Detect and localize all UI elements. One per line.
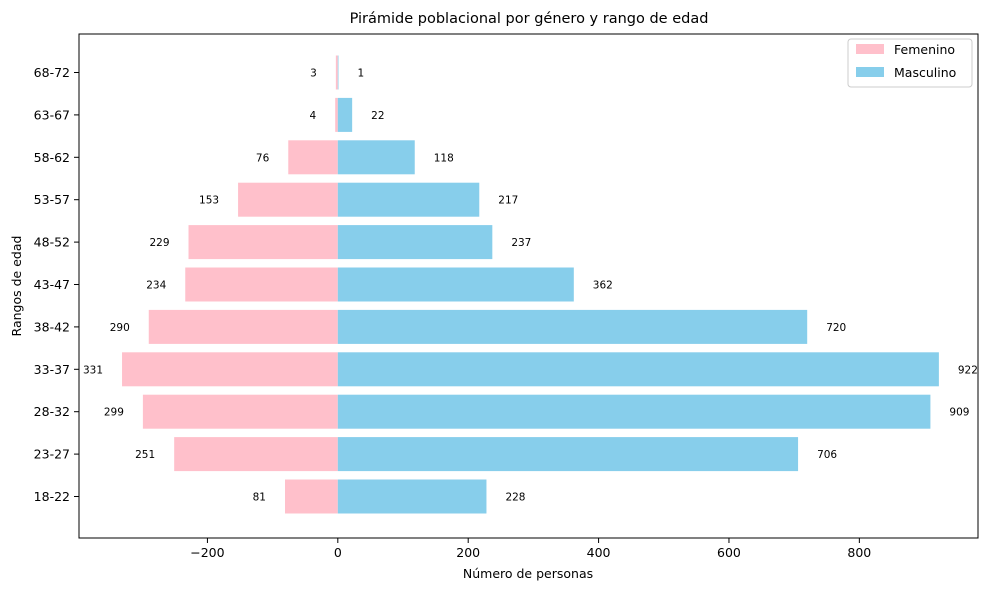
bar-masculino-63-67 [337, 97, 353, 132]
y-tick-label-58-62: 58-62 [34, 150, 70, 165]
data-label-femenino-53-57: 153 [199, 195, 219, 207]
data-label-femenino-68-72: 3 [310, 68, 317, 80]
bar-femenino-63-67 [335, 97, 338, 132]
bar-masculino-28-32 [337, 394, 931, 429]
data-label-masculino-63-67: 22 [371, 110, 384, 122]
legend-swatch-masculino [856, 67, 884, 77]
bar-masculino-23-27 [337, 437, 799, 472]
bar-femenino-68-72 [335, 55, 338, 90]
data-label-masculino-28-32: 909 [949, 407, 969, 419]
data-label-femenino-23-27: 251 [135, 449, 155, 461]
y-tick-label-68-72: 68-72 [34, 65, 70, 80]
y-tick-label-28-32: 28-32 [34, 404, 70, 419]
y-tick-label-43-47: 43-47 [34, 277, 70, 292]
data-labels-layer: 81 251 299 331 290 234 229 153 76 4 3 228 706 909 922 7… [83, 68, 978, 504]
data-label-masculino-43-47: 362 [593, 280, 613, 292]
x-axis: −200 0 200 400 600 800 [190, 538, 871, 560]
bar-masculino-53-57 [337, 182, 480, 217]
bars-layer [122, 55, 939, 514]
x-tick-label: 600 [717, 545, 741, 560]
x-axis-label: Número de personas [463, 566, 593, 581]
data-label-masculino-38-42: 720 [826, 322, 846, 334]
bar-femenino-23-27 [174, 437, 338, 472]
bar-femenino-43-47 [185, 267, 338, 302]
y-axis-label: Rangos de edad [9, 236, 24, 337]
data-label-femenino-33-37: 331 [83, 364, 103, 376]
legend-swatch-femenino [856, 44, 884, 54]
data-label-femenino-38-42: 290 [110, 322, 130, 334]
bar-masculino-43-47 [337, 267, 574, 302]
bar-masculino-38-42 [337, 309, 808, 344]
data-label-masculino-23-27: 706 [817, 449, 837, 461]
legend-label-femenino: Femenino [894, 42, 955, 57]
y-tick-label-38-42: 38-42 [34, 319, 70, 334]
y-tick-label-33-37: 33-37 [34, 362, 70, 377]
data-label-femenino-18-22: 81 [253, 492, 266, 504]
bar-femenino-18-22 [285, 479, 338, 514]
bar-masculino-48-52 [337, 225, 493, 260]
x-tick-label: 200 [456, 545, 480, 560]
data-label-masculino-33-37: 922 [958, 364, 978, 376]
legend: Femenino Masculino [847, 38, 973, 88]
y-tick-label-23-27: 23-27 [34, 447, 70, 462]
data-label-masculino-68-72: 1 [357, 68, 364, 80]
x-tick-label: 400 [587, 545, 611, 560]
bar-femenino-58-62 [288, 140, 338, 175]
bar-masculino-33-37 [337, 352, 939, 387]
bar-masculino-18-22 [337, 479, 487, 514]
plot-frame [78, 33, 979, 539]
chart-title: Pirámide poblacional por género y rango … [350, 11, 709, 27]
x-tick-label: 0 [334, 545, 342, 560]
y-tick-label-18-22: 18-22 [34, 489, 70, 504]
bar-masculino-68-72 [337, 55, 339, 90]
y-tick-label-53-57: 53-57 [34, 192, 70, 207]
y-tick-label-48-52: 48-52 [34, 235, 70, 250]
bar-femenino-53-57 [238, 182, 338, 217]
data-label-masculino-18-22: 228 [505, 492, 525, 504]
data-label-masculino-58-62: 118 [434, 152, 454, 164]
data-label-masculino-48-52: 237 [511, 237, 531, 249]
data-label-femenino-28-32: 299 [104, 407, 124, 419]
bar-masculino-58-62 [337, 140, 415, 175]
bar-femenino-28-32 [142, 394, 338, 429]
x-tick-label: −200 [190, 545, 224, 560]
bar-femenino-38-42 [148, 309, 338, 344]
data-label-femenino-58-62: 76 [256, 152, 270, 164]
data-label-femenino-48-52: 229 [149, 237, 169, 249]
x-tick-label: 800 [847, 545, 871, 560]
data-label-femenino-43-47: 234 [146, 280, 166, 292]
y-tick-label-63-67: 63-67 [34, 107, 70, 122]
bar-femenino-33-37 [122, 352, 338, 387]
legend-label-masculino: Masculino [894, 65, 956, 80]
bar-femenino-48-52 [188, 225, 338, 260]
data-label-masculino-53-57: 217 [498, 195, 518, 207]
data-label-femenino-63-67: 4 [310, 110, 317, 122]
y-axis: 18-22 23-27 28-32 33-37 38-42 43-47 48-52 53-57… [34, 65, 79, 504]
